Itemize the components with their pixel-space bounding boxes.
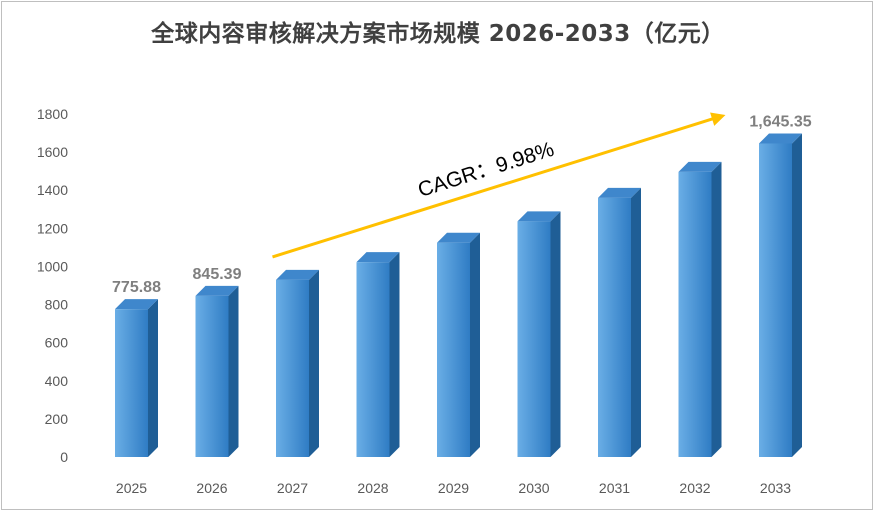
y-axis: 0 200 400 600 800 1000 1200 1400 1600 1800: [37, 106, 68, 465]
bar: [598, 187, 641, 457]
bar-front: [678, 171, 712, 457]
x-tick-label: 2026: [196, 480, 227, 496]
bar: [678, 161, 722, 457]
bar-side: [792, 133, 802, 457]
bar-front: [356, 262, 390, 457]
bar-front: [195, 295, 229, 457]
bar: [195, 285, 239, 457]
bar-top: [759, 133, 802, 144]
chart-title: 全球内容审核解决方案市场规模 2026-2033（亿元）: [151, 21, 725, 47]
data-label: 1,645.35: [749, 113, 811, 130]
bar: [437, 232, 480, 457]
cagr-label: CAGR：9.98%: [415, 138, 557, 202]
bar: [115, 299, 158, 457]
y-tick-label: 200: [45, 411, 69, 427]
data-label: 845.39: [193, 266, 242, 283]
cagr-arrow-head: [710, 112, 726, 126]
data-label: 775.88: [112, 279, 161, 296]
x-tick-label: 2028: [357, 480, 388, 496]
cagr-arrow-line: [272, 116, 716, 259]
bar-side: [228, 285, 239, 457]
y-tick-label: 1000: [37, 258, 68, 274]
y-tick-label: 1800: [37, 106, 68, 122]
bar-front: [759, 143, 792, 457]
bar-top: [598, 187, 641, 198]
bar: [276, 269, 319, 457]
bar-front: [517, 221, 551, 457]
bar: [356, 252, 400, 457]
bar: [517, 211, 561, 457]
x-tick-label: 2033: [760, 480, 791, 496]
bar-top: [356, 252, 400, 263]
bar-side: [550, 211, 561, 457]
bar-side: [148, 299, 158, 457]
data-labels: 775.88 845.39 1,645.35: [112, 113, 812, 296]
bar-side: [631, 187, 641, 457]
x-tick-label: 2029: [438, 480, 469, 496]
y-tick-label: 1400: [37, 182, 68, 198]
x-tick-label: 2027: [277, 480, 308, 496]
bar-side: [309, 269, 319, 457]
bar-top: [678, 161, 722, 172]
bars: [115, 133, 802, 457]
x-axis: 2025 2026 2027 2028 2029 2030 2031 2032 2033: [116, 480, 791, 496]
cagr-annotation: CAGR：9.98%: [272, 112, 726, 259]
y-tick-label: 600: [45, 335, 69, 351]
y-tick-label: 1200: [37, 220, 68, 236]
bar-front: [115, 309, 148, 457]
x-tick-label: 2032: [679, 480, 710, 496]
bar-front: [598, 197, 631, 457]
x-tick-label: 2025: [116, 480, 147, 496]
bar: [759, 133, 802, 457]
bar-side: [389, 252, 400, 457]
bar-top: [195, 285, 239, 296]
bar-top: [437, 232, 480, 243]
y-tick-label: 1600: [37, 144, 68, 160]
bar-front: [276, 279, 309, 457]
bar-top: [276, 269, 319, 280]
bar-top: [115, 299, 158, 310]
bar-front: [437, 242, 470, 457]
y-tick-label: 400: [45, 373, 69, 389]
x-tick-label: 2030: [518, 480, 549, 496]
bar-side: [711, 161, 722, 457]
x-tick-label: 2031: [599, 480, 630, 496]
y-tick-label: 800: [45, 297, 69, 313]
bar-top: [517, 211, 561, 222]
y-tick-label: 0: [60, 449, 68, 465]
bar-side: [470, 232, 480, 457]
